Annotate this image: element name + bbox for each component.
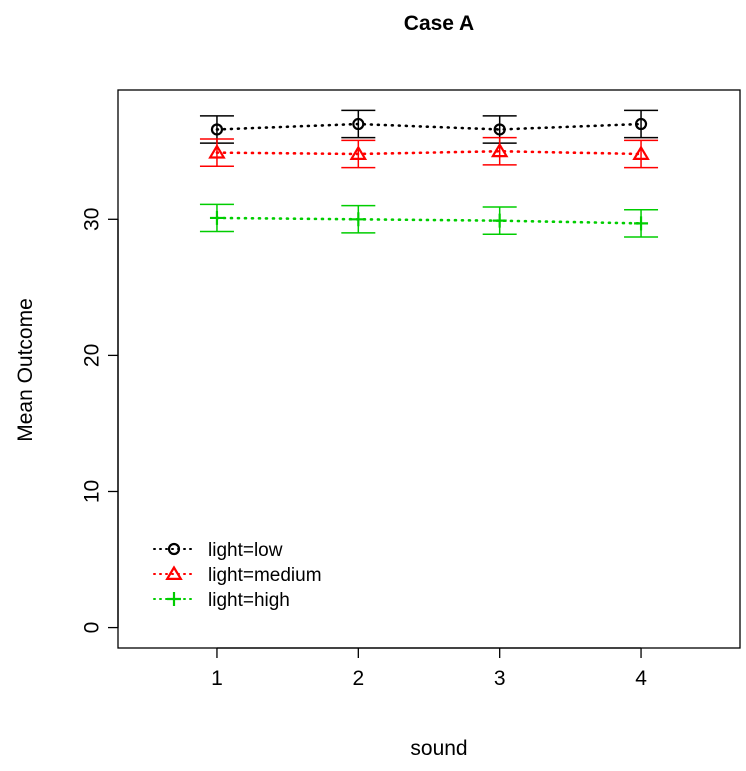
series-line xyxy=(215,149,643,156)
x-tick-label: 1 xyxy=(211,667,223,690)
series-group xyxy=(199,136,659,169)
series-group xyxy=(199,109,659,144)
x-tick-label: 4 xyxy=(635,667,647,690)
x-axis: 1 2 3 4 xyxy=(211,647,647,690)
x-tick-label: 3 xyxy=(494,667,506,690)
legend-marker xyxy=(165,565,183,580)
legend-marker xyxy=(167,592,181,606)
y-tick-label: 20 xyxy=(81,344,104,367)
data-point xyxy=(351,212,366,227)
data-point xyxy=(492,213,507,228)
data-point xyxy=(632,145,650,160)
x-axis-label: sound xyxy=(410,737,467,760)
data-point xyxy=(634,117,648,131)
y-tick-label: 10 xyxy=(81,480,104,503)
y-axis: 0 10 20 30 xyxy=(81,208,119,634)
legend-marker xyxy=(167,542,181,556)
series-line xyxy=(215,122,643,131)
legend-label: light=medium xyxy=(208,565,322,586)
data-point xyxy=(634,216,649,231)
legend: light=low light=medium light=high xyxy=(153,540,322,611)
data-point xyxy=(493,123,506,136)
legend-label: light=low xyxy=(208,540,283,561)
series-line xyxy=(215,216,643,225)
data-point xyxy=(209,210,224,225)
y-axis-label: Mean Outcome xyxy=(14,298,37,442)
data-point xyxy=(349,145,368,160)
series-layer xyxy=(199,109,659,238)
chart-title: Case A xyxy=(404,12,474,35)
legend-label: light=high xyxy=(208,590,290,611)
data-point xyxy=(210,123,224,136)
data-point xyxy=(352,117,365,131)
series-group xyxy=(199,203,659,238)
data-point xyxy=(208,143,226,159)
x-tick-label: 2 xyxy=(352,667,364,690)
y-tick-label: 0 xyxy=(81,622,104,634)
y-tick-label: 30 xyxy=(81,208,104,231)
data-point xyxy=(490,142,509,158)
